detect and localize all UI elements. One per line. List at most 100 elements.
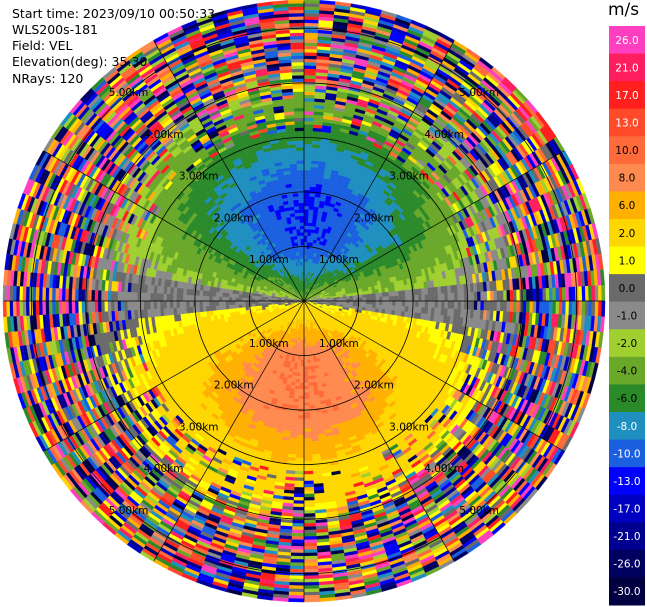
velocity-gate xyxy=(473,291,478,302)
velocity-gate xyxy=(581,300,586,316)
velocity-gate xyxy=(303,160,312,164)
velocity-gate xyxy=(303,81,316,86)
velocity-gate xyxy=(519,289,524,302)
velocity-gate xyxy=(509,300,514,313)
velocity-gate xyxy=(303,6,320,11)
velocity-gate xyxy=(303,88,316,92)
velocity-gate xyxy=(303,78,316,83)
velocity-gate xyxy=(303,94,315,99)
velocity-gate xyxy=(483,300,488,311)
velocity-gate xyxy=(303,140,313,145)
velocity-gate xyxy=(303,209,309,213)
velocity-gate xyxy=(375,292,380,298)
velocity-gate xyxy=(372,300,377,305)
velocity-gate xyxy=(365,294,370,298)
velocity-gate xyxy=(362,297,367,302)
velocity-gate xyxy=(303,127,314,132)
velocity-gate xyxy=(365,300,370,305)
velocity-gate xyxy=(381,292,386,298)
velocity-gate xyxy=(303,35,319,40)
velocity-gate xyxy=(418,294,422,302)
velocity-gate xyxy=(584,285,589,302)
velocity-gate xyxy=(578,300,583,316)
velocity-gate xyxy=(308,206,315,211)
velocity-gate xyxy=(329,297,334,300)
velocity-gate xyxy=(552,300,557,315)
velocity-gate xyxy=(496,300,501,312)
velocity-gate xyxy=(352,300,357,304)
velocity-gate xyxy=(529,300,534,314)
velocity-gate xyxy=(368,304,373,309)
velocity-gate xyxy=(496,290,501,302)
velocity-gate xyxy=(306,242,311,246)
velocity-gate xyxy=(307,232,312,237)
velocity-gate xyxy=(303,107,315,112)
velocity-gate xyxy=(539,300,544,314)
velocity-gate xyxy=(601,285,606,302)
velocity-gate xyxy=(303,147,313,151)
velocity-gate xyxy=(441,293,445,302)
velocity-gate xyxy=(356,300,360,305)
velocity-gate xyxy=(307,235,311,240)
velocity-gate xyxy=(303,251,307,256)
velocity-gate xyxy=(431,293,436,302)
velocity-gate xyxy=(522,289,527,302)
velocity-gate xyxy=(480,300,485,311)
velocity-gate xyxy=(307,222,313,227)
velocity-gate xyxy=(428,294,432,302)
velocity-gate xyxy=(352,295,357,299)
velocity-gate xyxy=(303,255,307,259)
velocity-gate xyxy=(591,300,596,317)
velocity-gate xyxy=(303,48,318,53)
velocity-gate xyxy=(401,305,406,312)
velocity-gate xyxy=(405,295,409,302)
velocity-gate xyxy=(303,45,318,50)
velocity-gate xyxy=(349,293,353,297)
velocity-gate xyxy=(308,212,314,217)
velocity-gate xyxy=(522,300,527,313)
velocity-gate xyxy=(303,3,320,8)
velocity-gate xyxy=(395,295,400,302)
velocity-gate xyxy=(506,300,511,312)
velocity-gate xyxy=(303,68,317,73)
velocity-gate xyxy=(303,183,311,187)
velocity-gate xyxy=(303,32,319,37)
velocity-gate xyxy=(308,215,314,220)
velocity-gate xyxy=(303,130,314,135)
velocity-gate xyxy=(306,238,311,243)
velocity-gate xyxy=(588,285,593,302)
velocity-gate xyxy=(571,286,576,302)
velocity-gate xyxy=(509,289,514,302)
velocity-gate xyxy=(392,300,396,306)
velocity-gate xyxy=(359,303,363,308)
velocity-gate xyxy=(303,199,310,204)
velocity-gate xyxy=(303,173,311,177)
velocity-gate xyxy=(378,292,383,298)
velocity-gate xyxy=(542,300,547,314)
velocity-gate xyxy=(391,291,396,297)
velocity-gate xyxy=(385,305,390,311)
velocity-gate xyxy=(565,300,570,316)
velocity-gate xyxy=(385,291,390,297)
velocity-gate xyxy=(421,300,426,308)
velocity-gate xyxy=(381,304,386,310)
velocity-gate xyxy=(548,287,553,302)
velocity-gate xyxy=(601,300,606,317)
velocity-gate xyxy=(339,296,344,300)
velocity-gate xyxy=(303,222,309,226)
velocity-gate xyxy=(303,22,319,27)
velocity-gate xyxy=(303,176,311,181)
velocity-gate xyxy=(457,292,462,302)
velocity-gate xyxy=(408,295,413,302)
velocity-gate xyxy=(368,290,373,295)
velocity-gate xyxy=(597,285,602,302)
velocity-gate xyxy=(447,293,452,302)
velocity-gate xyxy=(369,297,373,302)
velocity-gate xyxy=(375,296,380,302)
velocity-gate xyxy=(388,296,393,302)
velocity-gate xyxy=(597,300,602,317)
velocity-gate xyxy=(303,153,312,158)
velocity-gate xyxy=(369,300,373,305)
velocity-gate xyxy=(526,289,530,302)
velocity-gate xyxy=(303,124,314,128)
